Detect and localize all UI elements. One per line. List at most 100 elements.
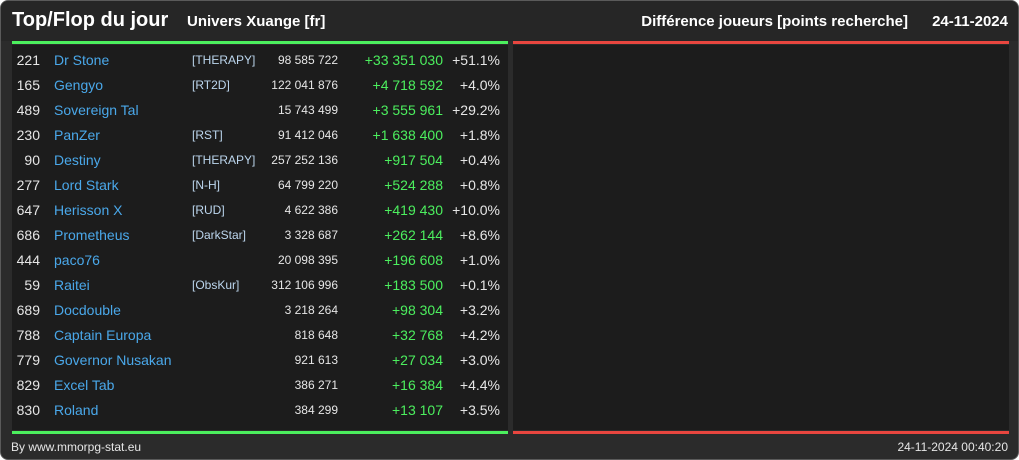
points-difference: +32 768 <box>392 327 443 343</box>
points-percent-change: +51.1% <box>452 52 500 68</box>
player-rank: 689 <box>16 302 40 318</box>
ranking-row: 221 Dr Stone [THERAPY] 98 585 722 +33 351 03… <box>12 48 508 73</box>
points-percent-change: +4.4% <box>459 377 500 393</box>
ranking-row: 788 Captain Europa 818 648 +32 768 +4.2% <box>12 323 508 348</box>
points-difference: +183 500 <box>384 277 443 293</box>
top-divider-negative <box>513 41 1009 44</box>
points-difference: +16 384 <box>392 377 443 393</box>
points-percent-change: +4.2% <box>459 327 500 343</box>
player-points-total: 257 252 136 <box>271 153 338 167</box>
points-percent-change: +3.0% <box>459 352 500 368</box>
player-points-total: 384 299 <box>294 403 338 417</box>
points-difference: +98 304 <box>392 302 443 318</box>
player-name-link[interactable]: paco76 <box>54 252 100 268</box>
player-name-link[interactable]: Excel Tab <box>54 377 115 393</box>
player-name-link[interactable]: PanZer <box>54 127 100 143</box>
alliance-tag: [RST] <box>192 128 223 142</box>
page-title: Top/Flop du jour <box>12 9 169 31</box>
points-difference: +524 288 <box>384 177 443 193</box>
player-name-link[interactable]: Raitei <box>54 277 90 293</box>
player-name-link[interactable]: Gengyo <box>54 77 104 93</box>
points-percent-change: +3.2% <box>459 302 500 318</box>
points-percent-change: +8.6% <box>459 227 500 243</box>
alliance-tag: [RT2D] <box>192 78 230 92</box>
ranking-row: 165 Gengyo [RT2D] 122 041 876 +4 718 592 +4.0… <box>12 73 508 98</box>
bottom-divider-positive <box>12 431 508 434</box>
points-percent-change: +29.2% <box>452 102 500 118</box>
player-rank: 788 <box>16 327 40 343</box>
universe-subtitle: Univers Xuange [fr] <box>187 13 326 30</box>
points-difference: +917 504 <box>384 152 443 168</box>
points-difference: +13 107 <box>392 402 443 418</box>
player-points-total: 122 041 876 <box>271 78 338 92</box>
header-date: 24-11-2024 <box>932 13 1008 30</box>
player-points-total: 818 648 <box>294 328 338 342</box>
points-percent-change: +0.4% <box>459 152 500 168</box>
points-difference: +1 638 400 <box>372 127 443 143</box>
ranking-row: 830 Roland 384 299 +13 107 +3.5% <box>12 398 508 423</box>
player-points-total: 20 098 395 <box>277 253 338 267</box>
player-rank: 230 <box>16 127 40 143</box>
player-points-total: 3 328 687 <box>284 228 338 242</box>
metric-label: Différence joueurs [points recherche] <box>641 13 908 30</box>
points-percent-change: +10.0% <box>452 202 500 218</box>
top-gainers-panel: 221 Dr Stone [THERAPY] 98 585 722 +33 351 03… <box>12 45 508 430</box>
player-points-total: 98 585 722 <box>277 53 338 67</box>
points-difference: +262 144 <box>384 227 443 243</box>
player-points-total: 91 412 046 <box>277 128 338 142</box>
points-percent-change: +3.5% <box>459 402 500 418</box>
ranking-row: 829 Excel Tab 386 271 +16 384 +4.4% <box>12 373 508 398</box>
ranking-row: 444 paco76 20 098 395 +196 608 +1.0% <box>12 248 508 273</box>
points-percent-change: +4.0% <box>459 77 500 93</box>
ranking-row: 277 Lord Stark [N-H] 64 799 220 +524 288 +0.8… <box>12 173 508 198</box>
player-rank: 444 <box>16 252 40 268</box>
player-name-link[interactable]: Prometheus <box>54 227 130 243</box>
alliance-tag: [DarkStar] <box>192 228 247 242</box>
points-difference: +4 718 592 <box>372 77 443 93</box>
alliance-tag: [ObsKur] <box>192 278 240 292</box>
ranking-row: 686 Prometheus [DarkStar] 3 328 687 +262 144… <box>12 223 508 248</box>
player-points-total: 312 106 996 <box>271 278 338 292</box>
alliance-tag: [THERAPY] <box>192 53 256 67</box>
player-name-link[interactable]: Lord Stark <box>54 177 119 193</box>
alliance-tag: [N-H] <box>192 178 220 192</box>
player-rank: 647 <box>16 202 40 218</box>
ranking-row: 779 Governor Nusakan 921 613 +27 034 +3.0% <box>12 348 508 373</box>
player-points-total: 3 218 264 <box>284 303 338 317</box>
points-percent-change: +1.8% <box>459 127 500 143</box>
player-rank: 90 <box>24 152 40 168</box>
player-rank: 829 <box>16 377 40 393</box>
player-points-total: 386 271 <box>294 378 338 392</box>
ranking-row: 230 PanZer [RST] 91 412 046 +1 638 400 +1.8% <box>12 123 508 148</box>
player-name-link[interactable]: Herisson X <box>54 202 123 218</box>
ranking-row: 689 Docdouble 3 218 264 +98 304 +3.2% <box>12 298 508 323</box>
points-difference: +27 034 <box>392 352 443 368</box>
player-name-link[interactable]: Roland <box>54 402 99 418</box>
player-points-total: 64 799 220 <box>277 178 338 192</box>
player-rank: 59 <box>24 277 40 293</box>
player-name-link[interactable]: Governor Nusakan <box>54 352 172 368</box>
player-points-total: 4 622 386 <box>284 203 338 217</box>
player-name-link[interactable]: Dr Stone <box>54 52 110 68</box>
player-rank: 221 <box>16 52 40 68</box>
alliance-tag: [RUD] <box>192 203 225 217</box>
player-name-link[interactable]: Docdouble <box>54 302 121 318</box>
player-rank: 779 <box>16 352 40 368</box>
player-rank: 489 <box>16 102 40 118</box>
player-name-link[interactable]: Captain Europa <box>54 327 152 343</box>
bottom-divider-negative <box>513 431 1009 434</box>
ranking-row: 59 Raitei [ObsKur] 312 106 996 +183 500 +0.1% <box>12 273 508 298</box>
player-name-link[interactable]: Destiny <box>54 152 101 168</box>
footer-credit: By www.mmorpg-stat.eu <box>11 440 142 454</box>
points-difference: +196 608 <box>384 252 443 268</box>
points-percent-change: +1.0% <box>459 252 500 268</box>
points-difference: +419 430 <box>384 202 443 218</box>
player-rank: 277 <box>16 177 40 193</box>
player-rank: 830 <box>16 402 40 418</box>
player-points-total: 15 743 499 <box>277 103 338 117</box>
points-difference: +3 555 961 <box>372 102 443 118</box>
player-name-link[interactable]: Sovereign Tal <box>54 102 139 118</box>
ranking-row: 90 Destiny [THERAPY] 257 252 136 +917 504 +0.… <box>12 148 508 173</box>
header: Top/Flop du jour Univers Xuange [fr] Dif… <box>1 1 1018 41</box>
